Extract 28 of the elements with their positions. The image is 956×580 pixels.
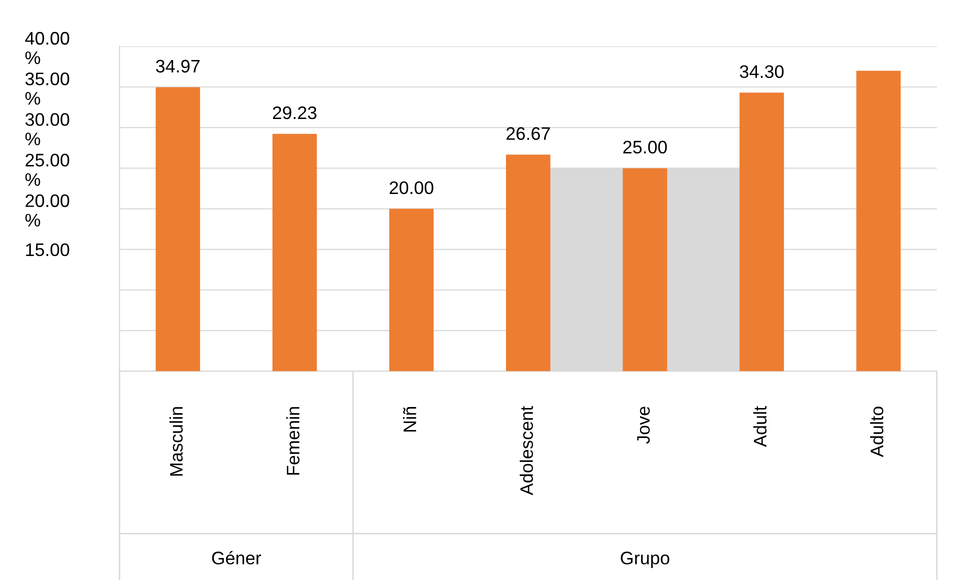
data-label: 34.30 xyxy=(740,65,784,78)
text: Géner xyxy=(212,550,262,564)
bar xyxy=(506,154,550,372)
bar xyxy=(856,70,901,372)
y-tick-label: 20.00 % xyxy=(25,194,70,226)
x-tick-label: Adolescent xyxy=(520,406,534,496)
x-tick-label: Masculin xyxy=(169,407,183,476)
data-label: 29.23 xyxy=(272,106,316,120)
bar xyxy=(740,92,784,372)
y-tick-label: 25.00 % xyxy=(25,154,70,186)
y-tick-label: 30.00 % xyxy=(25,113,70,146)
bar xyxy=(389,208,434,372)
bar xyxy=(272,134,317,372)
y-tick-label: 40.00 % xyxy=(25,32,70,64)
text: Grupo xyxy=(620,552,670,568)
x-tick-label: Adulto xyxy=(870,406,884,458)
x-tick-label: Niñ xyxy=(403,407,416,432)
bar xyxy=(622,168,668,372)
bar xyxy=(156,87,200,372)
y-tick-label: 15.00 xyxy=(26,243,70,256)
data-label: 20.00 xyxy=(390,181,434,194)
y-tick-label: 35.00 % xyxy=(25,72,70,105)
data-label: 26.67 xyxy=(506,127,550,140)
x-tick-label: Femenin xyxy=(286,407,300,475)
x-tick-label: Adult xyxy=(753,406,767,448)
data-label: 34.97 xyxy=(156,60,200,73)
x-tick-label: Jove xyxy=(637,406,650,444)
data-label: 25.00 xyxy=(623,140,667,154)
